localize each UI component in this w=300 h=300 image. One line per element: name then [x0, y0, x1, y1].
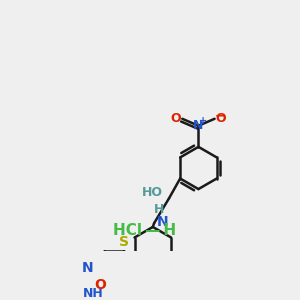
Text: −: −: [215, 109, 225, 122]
Text: N: N: [157, 215, 169, 229]
Text: O: O: [94, 278, 106, 292]
Text: HO: HO: [142, 186, 163, 199]
Text: +: +: [199, 116, 207, 126]
Text: N: N: [193, 119, 204, 132]
Text: S: S: [119, 235, 129, 249]
Text: O: O: [171, 112, 181, 125]
Text: NH: NH: [82, 287, 103, 300]
Text: HCl — H: HCl — H: [113, 223, 177, 238]
Text: H: H: [154, 203, 164, 216]
Text: N: N: [81, 261, 93, 275]
Text: O: O: [215, 112, 226, 125]
